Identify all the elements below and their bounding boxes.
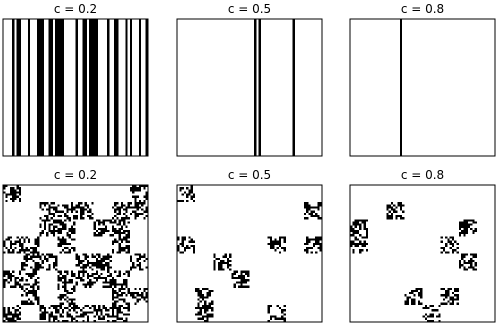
panel-title: c = 0.8 [401, 168, 444, 182]
pattern [254, 19, 295, 156]
panel-title: c = 0.5 [228, 168, 271, 182]
pattern [177, 185, 322, 322]
pattern [3, 185, 148, 322]
panel-frame [176, 18, 323, 157]
pattern [399, 19, 403, 156]
panel-title: c = 0.8 [401, 2, 444, 16]
panel-frame [176, 184, 323, 323]
panel-frame [2, 18, 149, 157]
panel-frame [349, 18, 496, 157]
panel-title: c = 0.2 [54, 168, 97, 182]
panel-frame [2, 184, 149, 323]
pattern [12, 19, 148, 156]
pattern [350, 202, 477, 322]
panel-title: c = 0.2 [54, 2, 97, 16]
panel-frame [349, 184, 496, 323]
panel-title: c = 0.5 [228, 2, 271, 16]
